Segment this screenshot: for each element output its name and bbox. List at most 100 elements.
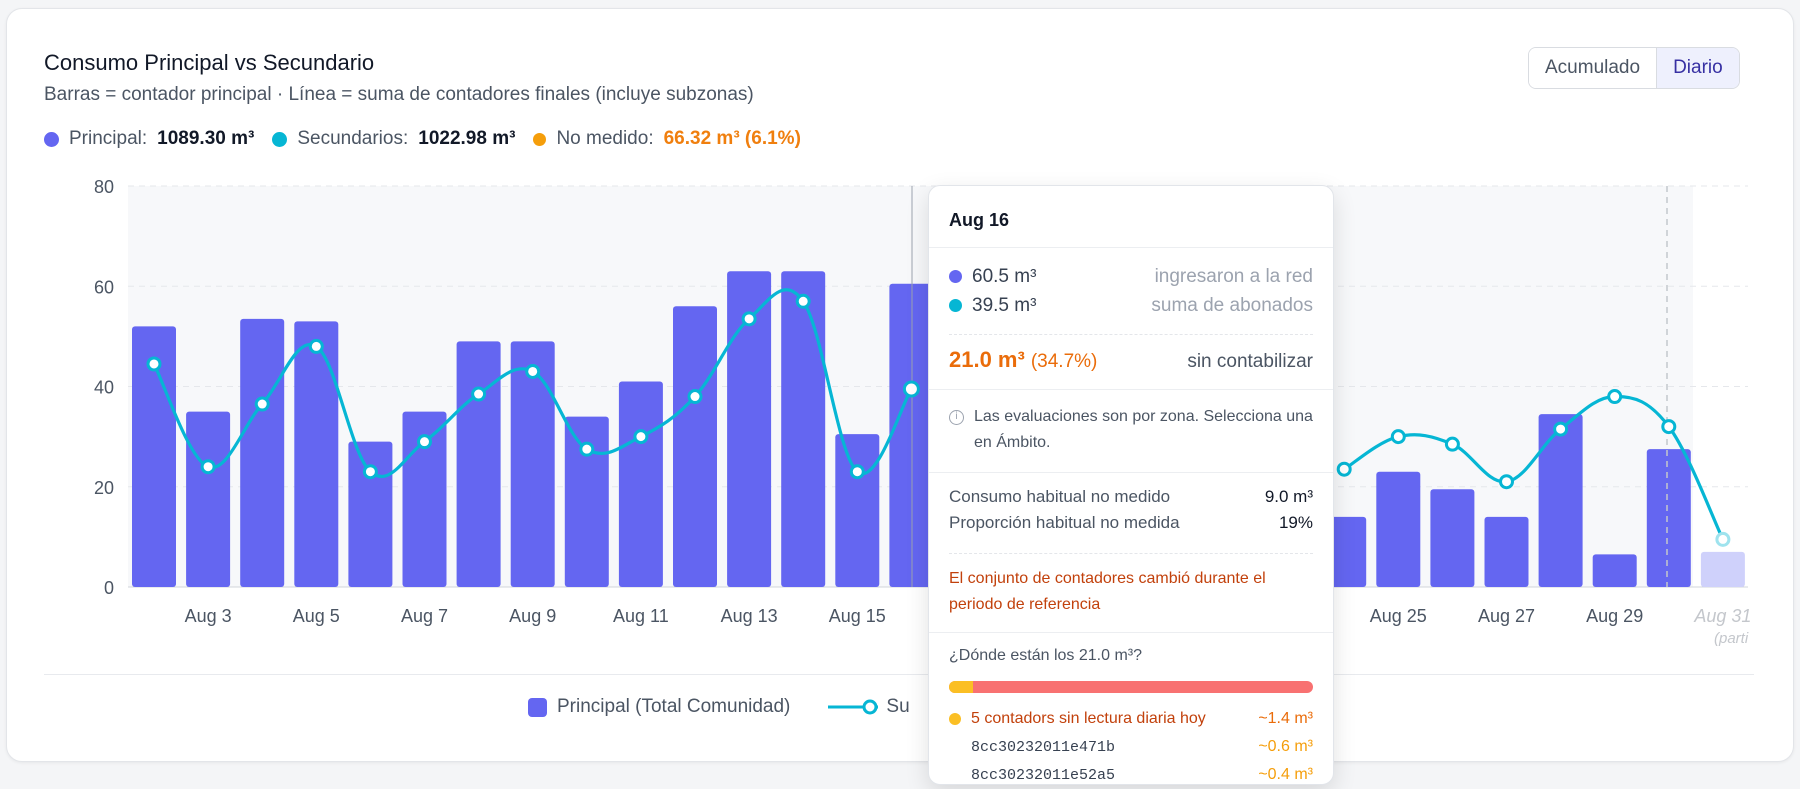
secundarios-line-swatch-icon xyxy=(828,699,879,715)
y-tick-label: 20 xyxy=(94,478,114,498)
bar xyxy=(186,411,231,587)
series-point xyxy=(579,441,595,457)
tooltip-info-text: Las evaluaciones son por zona. Seleccion… xyxy=(974,408,1313,451)
series-point xyxy=(1444,436,1460,452)
x-tick-label: Aug 11 xyxy=(613,606,669,626)
partial-note: (parti xyxy=(1714,630,1749,647)
meter-row[interactable]: 8cc30232011e471b ~0.6 m³ xyxy=(949,733,1313,761)
stat-consumo-value: 9.0 m³ xyxy=(1264,487,1313,506)
info-icon: i xyxy=(949,410,964,425)
series-point xyxy=(1499,474,1514,490)
y-tick-label: 0 xyxy=(104,578,114,598)
bar xyxy=(835,434,880,587)
series-point xyxy=(1390,429,1406,445)
series-point xyxy=(795,293,811,309)
summary-no-medido: No medido: 66.32 m³ (6.1%) xyxy=(533,128,801,150)
tooltip-total-pct: (34.7%) xyxy=(1030,351,1098,372)
x-tick-label: Aug 3 xyxy=(185,606,232,626)
x-tick-label: Aug 5 xyxy=(293,606,340,626)
bar xyxy=(402,411,447,587)
chart-tooltip: Aug 16 60.5 m³ ingresaron a la red 39.5 … xyxy=(928,185,1334,785)
missing-readings-value: ~1.4 m³ xyxy=(1258,710,1313,727)
x-tick-label: Aug 31 xyxy=(1693,606,1751,626)
stat-proporcion-label: Proporción habitual no medida xyxy=(949,513,1180,532)
meter-row[interactable]: 8cc30232011e52a5 ~0.4 m³ xyxy=(949,761,1313,789)
summary-principal: Principal: 1089.30 m³ xyxy=(44,128,254,150)
bar xyxy=(1646,449,1691,587)
missing-dot-icon xyxy=(949,713,961,725)
bar xyxy=(1700,551,1745,587)
toggle-diario[interactable]: Diario xyxy=(1656,48,1739,88)
tooltip-stat-consumo: Consumo habitual no medido 9.0 m³ xyxy=(949,487,1313,513)
tooltip-date: Aug 16 xyxy=(929,186,1333,248)
series-point xyxy=(471,386,487,402)
tooltip-secundarios-label: suma de abonados xyxy=(1151,294,1313,316)
series-point xyxy=(633,429,649,445)
tooltip-info: i Las evaluaciones son por zona. Selecci… xyxy=(929,389,1333,472)
legend-principal-label[interactable]: Principal (Total Comunidad) xyxy=(557,696,791,717)
series-point xyxy=(1553,421,1569,437)
breakdown-bar xyxy=(949,681,1313,693)
summary-legend: Principal: 1089.30 m³ Secundarios: 1022.… xyxy=(44,128,819,150)
series-point xyxy=(902,380,920,398)
tooltip-total-label: sin contabilizar xyxy=(1187,351,1313,372)
bar xyxy=(889,283,934,587)
x-tick-label: Aug 13 xyxy=(721,606,778,626)
series-point xyxy=(1715,531,1731,547)
legend-secundarios-label[interactable]: Su xyxy=(886,696,910,717)
series-point xyxy=(1336,461,1352,477)
series-point xyxy=(1607,389,1623,405)
principal-dot-icon xyxy=(949,270,962,283)
tooltip-where: ¿Dónde están los 21.0 m³? 5 contadors si… xyxy=(929,632,1333,789)
missing-readings-row[interactable]: 5 contadors sin lectura diaria hoy ~1.4 … xyxy=(949,705,1313,733)
x-tick-label: Aug 7 xyxy=(401,606,448,626)
stat-proporcion-value: 19% xyxy=(1278,513,1313,532)
bar xyxy=(781,271,826,587)
bar xyxy=(1538,414,1583,587)
toggle-acumulado[interactable]: Acumulado xyxy=(1529,48,1657,88)
summary-secundarios: Secundarios: 1022.98 m³ xyxy=(272,128,515,150)
series-point xyxy=(362,464,378,480)
bar xyxy=(294,321,339,587)
bottom-legend: Principal (Total Comunidad) Su xyxy=(528,696,910,718)
meter-value: ~0.6 m³ xyxy=(1258,738,1313,755)
y-tick-label: 60 xyxy=(94,277,114,297)
principal-label: Principal: xyxy=(69,128,148,149)
x-tick-label: Aug 9 xyxy=(509,606,556,626)
bar xyxy=(1592,554,1637,587)
meter-value: ~0.4 m³ xyxy=(1258,766,1313,783)
tooltip-principal-value: 60.5 m³ xyxy=(972,265,1037,287)
series-point xyxy=(849,464,865,480)
x-tick-label: Aug 15 xyxy=(829,606,886,626)
series-point xyxy=(254,396,270,412)
bar xyxy=(673,306,717,587)
legend-divider xyxy=(44,674,1754,675)
y-tick-label: 40 xyxy=(94,378,114,398)
series-point xyxy=(687,389,703,405)
x-tick-label: Aug 29 xyxy=(1586,606,1643,626)
tooltip-warning: El conjunto de contadores cambió durante… xyxy=(949,553,1313,632)
bar xyxy=(564,416,609,587)
tooltip-row-principal: 60.5 m³ ingresaron a la red xyxy=(949,262,1313,291)
bar xyxy=(1430,489,1475,587)
breakdown-bar-missing xyxy=(949,681,974,693)
principal-dot-icon xyxy=(44,131,59,147)
bar xyxy=(1484,516,1529,587)
bar xyxy=(1376,471,1421,587)
chart-title: Consumo Principal vs Secundario xyxy=(44,50,375,75)
meter-id: 8cc30232011e52a5 xyxy=(971,766,1116,784)
chart-subtitle: Barras = contador principal · Línea = su… xyxy=(44,84,754,105)
tooltip-where-question: ¿Dónde están los 21.0 m³? xyxy=(949,647,1142,664)
secundarios-dot-icon xyxy=(949,299,962,312)
series-point xyxy=(525,363,541,379)
principal-value: 1089.30 m³ xyxy=(157,128,255,149)
meter-id: 8cc30232011e471b xyxy=(971,738,1116,756)
bar xyxy=(618,381,663,587)
tooltip-total-value: 21.0 m³ xyxy=(949,347,1025,372)
series-point xyxy=(417,434,432,450)
no-medido-dot-icon xyxy=(533,132,547,146)
bar xyxy=(240,318,285,587)
tooltip-stat-proporcion: Proporción habitual no medida 19% xyxy=(949,513,1313,539)
series-point xyxy=(146,356,162,372)
